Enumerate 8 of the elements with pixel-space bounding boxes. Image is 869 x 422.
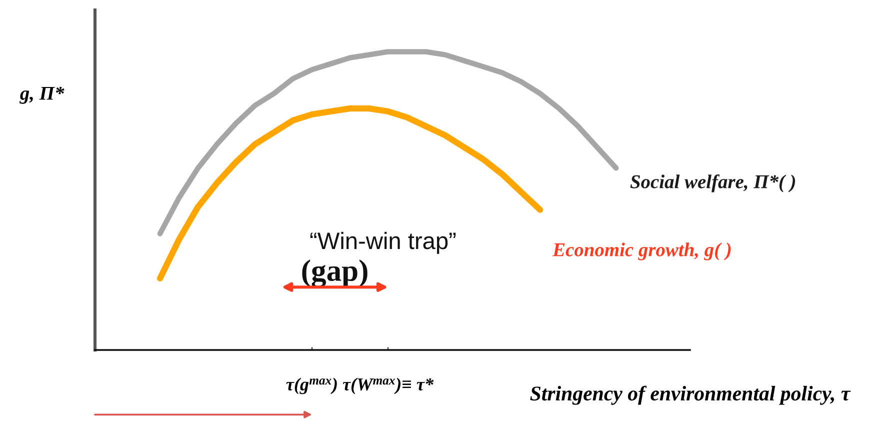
annotation: “Win-win trap” [310,232,456,254]
x-tick-label: τ(g$^{max}$) [286,378,337,394]
x-tick-label: τ(W$^{max}$)≡ τ* [342,378,434,394]
series-label: Social welfare, Π*( ) [630,174,796,192]
y-axis-title: g, Π* [20,86,64,104]
series-label: Economic growth, g( ) [552,242,731,260]
x-axis-title: Stringency of environmental policy, τ [530,386,851,405]
annotation: (gap) [302,260,368,288]
